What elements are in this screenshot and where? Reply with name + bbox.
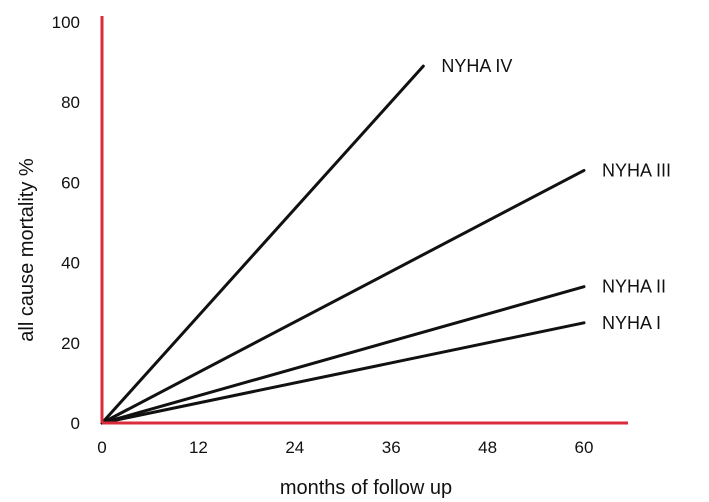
- x-tick-label: 12: [189, 438, 208, 457]
- x-tick-label: 0: [97, 438, 106, 457]
- series-label: NYHA III: [602, 160, 671, 180]
- series-line: [100, 285, 586, 425]
- y-tick-label: 80: [61, 93, 80, 112]
- series-label: NYHA II: [602, 277, 666, 297]
- x-tick-label: 36: [382, 438, 401, 457]
- series-line: [100, 168, 586, 425]
- x-tick-label: 24: [285, 438, 304, 457]
- series-label: NYHA I: [602, 313, 661, 333]
- y-tick-label: 60: [61, 173, 80, 192]
- y-tick-label: 0: [71, 414, 80, 433]
- series-label: NYHA IV: [441, 56, 512, 76]
- y-tick-label: 20: [61, 334, 80, 353]
- x-tick-label: 48: [478, 438, 497, 457]
- series-lines: [100, 64, 586, 425]
- x-tick-label: 60: [575, 438, 594, 457]
- x-axis-title: months of follow up: [280, 477, 452, 499]
- y-axis-title: all cause mortality %: [16, 158, 38, 342]
- tick-labels: 0 20 40 60 80 100 0 12 24 36 48 60: [52, 13, 594, 457]
- series-labels: NYHA IV NYHA III NYHA II NYHA I: [441, 56, 671, 333]
- series-line: [100, 321, 586, 425]
- y-tick-label: 40: [61, 254, 80, 273]
- series-line: [100, 64, 425, 425]
- axes: [100, 16, 628, 425]
- y-tick-label: 100: [52, 13, 80, 32]
